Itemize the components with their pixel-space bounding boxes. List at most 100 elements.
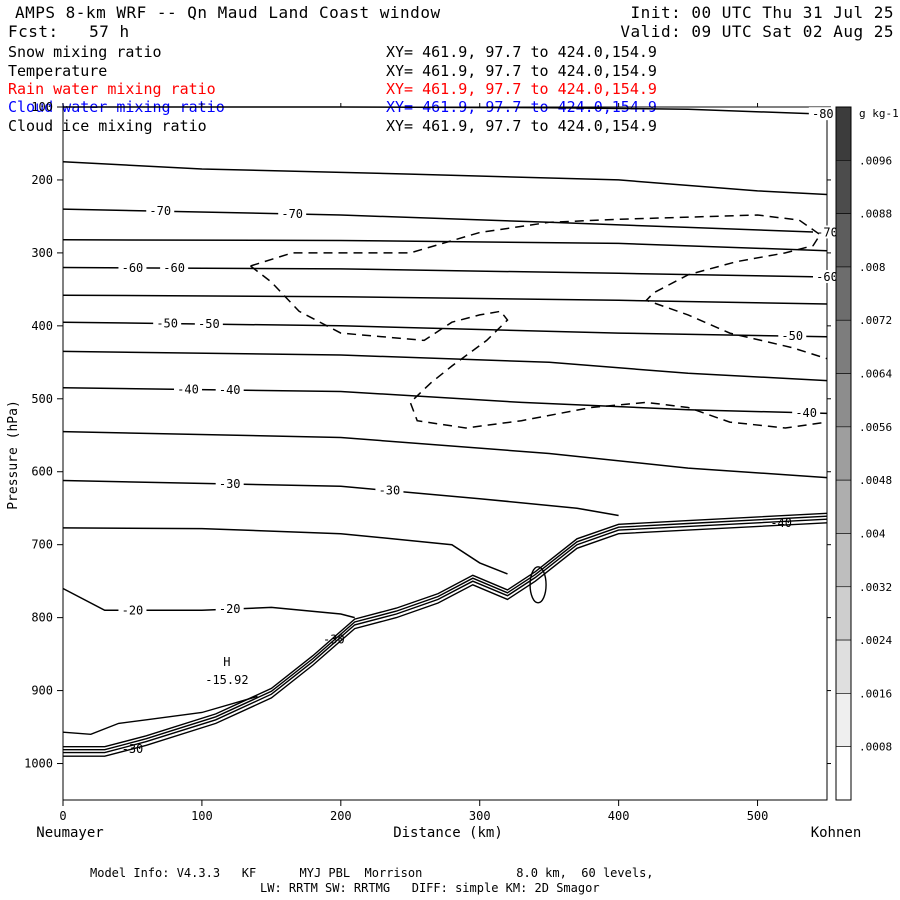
terrain-contour (63, 522, 828, 757)
terrain-contour (63, 512, 828, 748)
temperature-contour (62, 160, 828, 196)
x-axis-label: Distance (km) (393, 825, 503, 841)
y-tick-label: 600 (31, 465, 53, 479)
terrain-loop (529, 566, 547, 604)
colorbar-tick-label: .0048 (859, 474, 892, 487)
colorbar-segment (835, 639, 852, 694)
plot-frame (62, 106, 828, 801)
colorbar-tick-label: .0064 (859, 368, 892, 381)
contour-label: -50 (156, 317, 178, 331)
contour-label-bg (160, 261, 189, 275)
variable-name-temperature: Temperature (8, 62, 108, 80)
contour-label: -60 (816, 270, 838, 284)
plot-area: 0 100 200 300 400 500100200300400500600700800… (24, 100, 841, 823)
contour-label: -20 (122, 603, 144, 617)
high-marker: H (223, 655, 230, 669)
colorbar: .0096 .0088 .008 .0072 .0064 .0056 .0048 .004 .0… (835, 106, 899, 801)
contour-label: -70 (149, 204, 171, 218)
colorbar-segment (835, 160, 852, 214)
contour-label: -20 (219, 602, 241, 616)
y-tick-label: 700 (31, 538, 53, 552)
colorbar-segment (835, 479, 852, 534)
contour-label-bg (118, 603, 147, 617)
x-start-label: Neumayer (36, 825, 103, 841)
terrain-contour (63, 515, 828, 751)
contour-label-bg (375, 483, 404, 497)
x-tick-label: 300 (469, 809, 491, 823)
temperature-contour (62, 208, 828, 234)
contour-label-bg (215, 476, 244, 490)
colorbar-tick-label: .0096 (859, 154, 892, 167)
variable-xy-rain: XY= 461.9, 97.7 to 424.0,154.9 (386, 80, 657, 98)
colorbar-segment (835, 213, 852, 268)
contour-label-bg (215, 383, 244, 397)
contour-label: -30 (379, 484, 401, 498)
y-tick-label: 200 (31, 173, 53, 187)
variable-name-cloud-water: Cloud water mixing ratio (8, 98, 225, 116)
near-surface-contour (62, 695, 258, 736)
colorbar-segment (835, 693, 852, 747)
colorbar-tick-label: .0016 (859, 687, 892, 700)
high-value-label: -15.92 (205, 673, 248, 687)
contour-label-bg (813, 225, 841, 239)
temperature-contour (62, 350, 828, 382)
contour-label-bg (146, 204, 175, 218)
colorbar-tick-label: .0072 (859, 314, 892, 327)
colorbar-units: g kg-1 (859, 107, 899, 120)
y-axis-label: Pressure (hPa) (6, 400, 21, 510)
variable-xy-snow: XY= 461.9, 97.7 to 424.0,154.9 (386, 43, 657, 61)
x-tick-label: 0 (59, 809, 66, 823)
contour-label-bg (174, 382, 203, 396)
x-tick-label: 500 (747, 809, 769, 823)
contour-label: -40 (770, 516, 792, 530)
contour-label-bg (278, 206, 307, 220)
contour-label-bg (194, 317, 223, 331)
forecast-hour: Fcst: 57 h (8, 22, 130, 41)
variable-name-snow: Snow mixing ratio (8, 43, 162, 61)
colorbar-segment (835, 319, 852, 374)
y-tick-label: 800 (31, 611, 53, 625)
contour-label: -50 (781, 329, 803, 343)
variable-name-rain: Rain water mixing ratio (8, 80, 216, 98)
contour-label-bg (153, 316, 182, 330)
colorbar-segment (835, 586, 852, 641)
contour-label: -30 (323, 633, 345, 647)
y-tick-label: 400 (31, 319, 53, 333)
contour-label: -70 (281, 207, 303, 221)
temperature-contour (62, 239, 828, 252)
snow-contour (250, 265, 828, 429)
colorbar-segment (835, 426, 852, 481)
colorbar-segment (835, 746, 852, 801)
contour-label: -30 (122, 742, 144, 756)
x-end-label: Kohnen (811, 825, 862, 841)
contour-label-bg (792, 405, 821, 419)
contour-label: -80 (812, 107, 834, 121)
contour-label-bg (215, 602, 244, 616)
y-tick-label: 500 (31, 392, 53, 406)
colorbar-tick-label: .0032 (859, 581, 892, 594)
colorbar-tick-label: .008 (859, 261, 886, 274)
contour-label: -40 (795, 406, 817, 420)
variable-name-cloud-ice: Cloud ice mixing ratio (8, 117, 207, 135)
contour-label: -40 (219, 383, 241, 397)
temperature-contour (62, 430, 828, 479)
contour-label: -30 (219, 477, 241, 491)
contour-label: -70 (816, 225, 838, 239)
colorbar-segment (835, 106, 852, 161)
contour-label: -60 (163, 261, 185, 275)
colorbar-tick-label: .0008 (859, 741, 892, 754)
temperature-contour (62, 587, 355, 619)
colorbar-segment (835, 533, 852, 588)
model-info: Model Info: V4.3.3 KF MYJ PBL Morrison 8… (90, 866, 654, 880)
colorbar-tick-label: .0088 (859, 208, 892, 221)
x-tick-label: 200 (330, 809, 352, 823)
temperature-contour (62, 527, 508, 575)
variable-xy-cloud-water: XY= 461.9, 97.7 to 424.0,154.9 (386, 98, 657, 116)
temperature-contour (62, 387, 828, 415)
chart-title: AMPS 8-km WRF -- Qn Maud Land Coast wind… (15, 3, 441, 22)
init-time: Init: 00 UTC Thu 31 Jul 25 (630, 3, 894, 22)
colorbar-tick-label: .0056 (859, 421, 892, 434)
x-tick-label: 400 (608, 809, 630, 823)
y-tick-label: 900 (31, 684, 53, 698)
